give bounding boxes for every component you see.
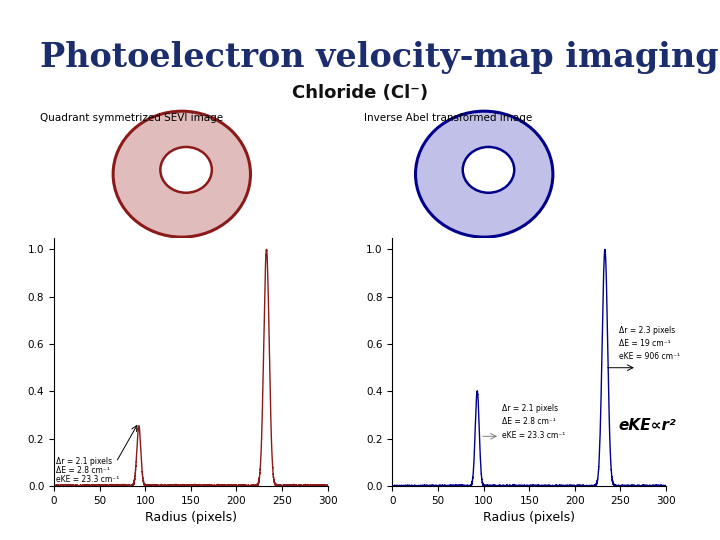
Text: Inverse Abel transformed image: Inverse Abel transformed image: [364, 113, 532, 124]
Text: Photoelectron velocity-map imaging: Photoelectron velocity-map imaging: [40, 40, 719, 73]
Ellipse shape: [463, 147, 514, 193]
Text: eKE = 23.3 cm⁻¹: eKE = 23.3 cm⁻¹: [56, 475, 119, 484]
X-axis label: Radius (pixels): Radius (pixels): [145, 511, 237, 524]
Text: ΔE = 2.8 cm⁻¹: ΔE = 2.8 cm⁻¹: [56, 466, 109, 475]
Ellipse shape: [161, 147, 212, 193]
Text: Δr = 2.1 pixels: Δr = 2.1 pixels: [56, 456, 112, 465]
Text: eKE∝r²: eKE∝r²: [618, 418, 676, 434]
Text: Δr = 2.3 pixels: Δr = 2.3 pixels: [618, 326, 675, 335]
X-axis label: Radius (pixels): Radius (pixels): [483, 511, 575, 524]
Text: Δr = 2.1 pixels: Δr = 2.1 pixels: [502, 404, 558, 414]
Text: eKE = 23.3 cm⁻¹: eKE = 23.3 cm⁻¹: [502, 430, 565, 440]
Ellipse shape: [415, 111, 553, 237]
Ellipse shape: [415, 111, 553, 237]
Text: Chloride (Cl⁻): Chloride (Cl⁻): [292, 84, 428, 102]
Text: Quadrant symmetrized SEVI image: Quadrant symmetrized SEVI image: [40, 113, 222, 124]
Ellipse shape: [113, 111, 251, 237]
Text: ΔE = 19 cm⁻¹: ΔE = 19 cm⁻¹: [618, 340, 670, 348]
Text: ΔE = 2.8 cm⁻¹: ΔE = 2.8 cm⁻¹: [502, 417, 556, 427]
Ellipse shape: [113, 111, 251, 237]
Text: eKE = 906 cm⁻¹: eKE = 906 cm⁻¹: [618, 353, 680, 361]
